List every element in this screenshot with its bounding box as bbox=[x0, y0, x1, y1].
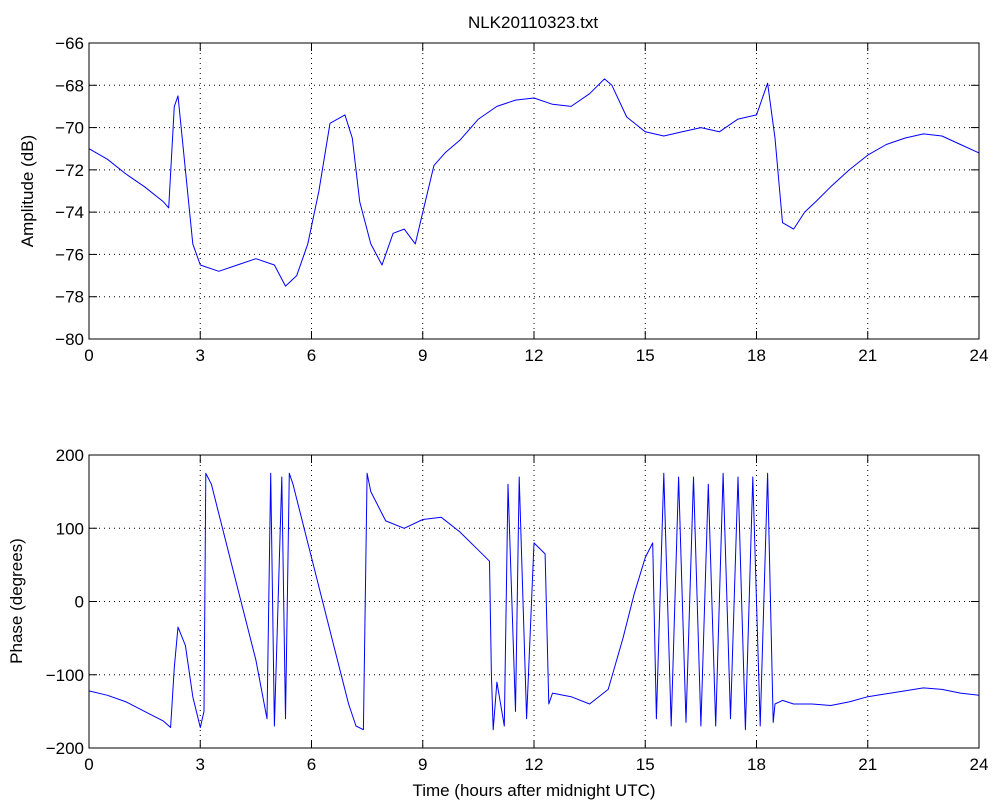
amplitude-y-tick-label: −68 bbox=[55, 76, 84, 95]
amplitude-x-tick-label: 6 bbox=[307, 346, 316, 365]
amplitude-x-tick-label: 0 bbox=[84, 346, 93, 365]
phase-x-tick-label: 9 bbox=[418, 755, 427, 774]
amplitude-x-tick-label: 3 bbox=[196, 346, 205, 365]
phase-line bbox=[88, 472, 980, 731]
amplitude-x-tick-label: 21 bbox=[858, 346, 877, 365]
phase-x-tick-label: 0 bbox=[84, 755, 93, 774]
phase-axes: 0 3 6 9 12 15 18 21 24 −200 −100 0 100 200 Phase (deg… bbox=[7, 446, 988, 800]
amplitude-y-axis-label: Amplitude (dB) bbox=[18, 135, 37, 247]
phase-axes-frame bbox=[88, 454, 980, 749]
amplitude-ticks: 0 3 6 9 12 15 18 21 24 −80 −78 −76 −74 −72 −70 −68 −66 bbox=[55, 34, 988, 365]
amplitude-x-tick-label: 24 bbox=[970, 346, 989, 365]
amplitude-x-tick-label: 18 bbox=[747, 346, 766, 365]
chart-title: NLK20110323.txt bbox=[468, 13, 598, 32]
amplitude-line bbox=[88, 78, 980, 287]
amplitude-y-tick-label: −78 bbox=[55, 288, 84, 307]
phase-y-axis-label: Phase (degrees) bbox=[7, 538, 26, 664]
amplitude-grid bbox=[89, 43, 979, 339]
amplitude-y-tick-label: −74 bbox=[55, 203, 84, 222]
amplitude-y-tick-label: −72 bbox=[55, 161, 84, 180]
amplitude-y-tick-label: −76 bbox=[55, 245, 84, 264]
phase-y-tick-label: 0 bbox=[75, 593, 84, 612]
phase-x-tick-label: 18 bbox=[747, 755, 766, 774]
amplitude-axes-frame bbox=[88, 42, 980, 340]
phase-x-tick-label: 21 bbox=[858, 755, 877, 774]
phase-x-tick-label: 24 bbox=[970, 755, 989, 774]
phase-x-tick-label: 12 bbox=[525, 755, 544, 774]
amplitude-x-tick-label: 9 bbox=[418, 346, 427, 365]
phase-ticks: 0 3 6 9 12 15 18 21 24 −200 −100 0 100 200 bbox=[46, 446, 989, 774]
amplitude-y-tick-label: −66 bbox=[55, 34, 84, 53]
phase-x-axis-label: Time (hours after midnight UTC) bbox=[412, 781, 655, 800]
phase-y-tick-label: 200 bbox=[56, 446, 84, 465]
amplitude-axes: 0 3 6 9 12 15 18 21 24 −80 −78 −76 −74 −72 −70 −68 −66 A… bbox=[18, 34, 988, 365]
amplitude-x-tick-label: 15 bbox=[636, 346, 655, 365]
amplitude-plot-area bbox=[89, 43, 979, 339]
phase-y-tick-label: 100 bbox=[56, 519, 84, 538]
amplitude-x-tick-label: 12 bbox=[525, 346, 544, 365]
phase-x-tick-label: 15 bbox=[636, 755, 655, 774]
phase-y-tick-label: −200 bbox=[46, 739, 84, 758]
phase-x-tick-label: 6 bbox=[307, 755, 316, 774]
phase-y-tick-label: −100 bbox=[46, 666, 84, 685]
phase-grid bbox=[89, 455, 979, 748]
phase-x-tick-label: 3 bbox=[196, 755, 205, 774]
amplitude-y-tick-label: −80 bbox=[55, 330, 84, 349]
amplitude-y-tick-label: −70 bbox=[55, 119, 84, 138]
